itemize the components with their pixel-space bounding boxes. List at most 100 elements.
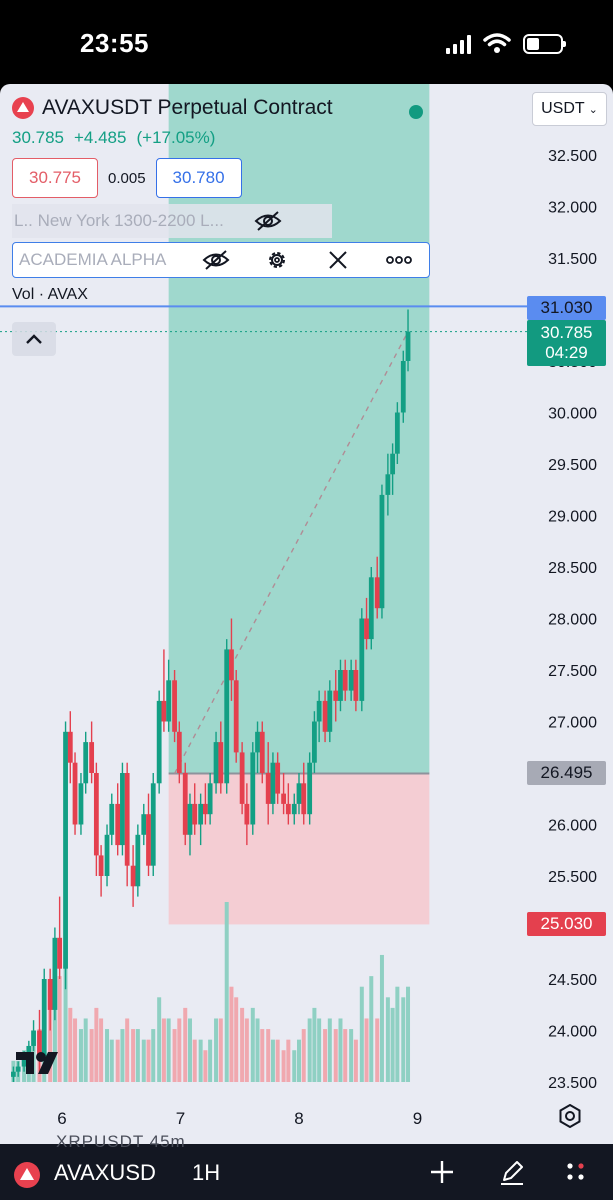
volume-bar	[375, 1018, 380, 1082]
chart-area[interactable]: 32.50032.00031.50031.00030.50030.00029.5…	[0, 84, 613, 1144]
candle-body	[26, 1045, 32, 1057]
candle	[255, 721, 260, 773]
session-indicator-label[interactable]: L.. New York 1300-2200 L...	[14, 211, 224, 230]
plus-icon	[431, 1161, 453, 1183]
bottom-toolbar: XRPUSDT 45m AVAXUSD 1H	[0, 1132, 613, 1200]
volume-bar	[286, 1039, 291, 1082]
candle	[364, 597, 369, 650]
volume-bar	[120, 1029, 125, 1082]
candle	[275, 752, 281, 804]
symbol-title[interactable]: AVAXUSDT Perpetual Contract	[42, 96, 333, 119]
entry-price-tag[interactable]: 26.495	[527, 761, 606, 785]
collapse-legend-button[interactable]	[12, 322, 56, 356]
background-watermark-text: XRPUSDT 45m	[56, 1132, 186, 1151]
candle	[316, 690, 322, 743]
candle	[368, 567, 374, 650]
volume-bar	[260, 1029, 265, 1082]
chart-legend: AVAXUSDT Perpetual Contract 30.785 +4.48…	[12, 94, 430, 304]
candle	[67, 711, 73, 784]
candle	[218, 721, 224, 794]
x-axis-tick-label: 7	[176, 1109, 185, 1128]
spread-value: 0.005	[108, 169, 146, 187]
candle-body	[364, 618, 369, 640]
more-menu-button[interactable]	[562, 1156, 594, 1188]
candle	[296, 773, 302, 815]
volume-bar	[240, 1007, 245, 1082]
position-tool-handle[interactable]	[397, 96, 435, 128]
y-axis-tick-label: 29.000	[548, 509, 597, 526]
candle-body	[327, 690, 333, 732]
chart-settings-button[interactable]	[558, 1104, 582, 1128]
horizontal-line-price: 31.030	[540, 298, 593, 317]
x-axis-band	[0, 1094, 613, 1144]
hide-indicator-button[interactable]	[186, 243, 247, 277]
candlestick-chart[interactable]: 32.50032.00031.50031.00030.50030.00029.5…	[0, 84, 613, 1144]
volume-bar	[307, 1018, 312, 1082]
eye-crossed-icon[interactable]	[254, 210, 282, 232]
add-button[interactable]	[426, 1156, 458, 1188]
candle-body	[385, 474, 391, 495]
last-price-tag-value: 30.785	[540, 323, 593, 342]
y-axis-tick-label: 26.000	[548, 818, 597, 835]
cellular-signal-icon	[446, 34, 471, 54]
indicator-more-button[interactable]	[368, 243, 429, 277]
candle-body	[374, 577, 380, 609]
candle-body	[176, 731, 182, 773]
last-price: 30.785	[12, 128, 64, 147]
candle	[11, 1066, 16, 1082]
volume-bar	[89, 1029, 94, 1082]
volume-bar	[151, 1029, 156, 1082]
candle-body	[21, 1056, 27, 1067]
volume-bar	[161, 1018, 166, 1082]
volume-bar	[83, 1018, 88, 1082]
candle	[342, 659, 348, 701]
candle	[259, 721, 265, 784]
candle-body	[41, 979, 47, 1057]
interval-button[interactable]: 1H	[192, 1160, 221, 1185]
session-indicator-row[interactable]: L.. New York 1300-2200 L...	[12, 204, 332, 238]
sell-button[interactable]: 30.775	[12, 158, 98, 198]
candle	[213, 731, 219, 794]
buy-button[interactable]: 30.780	[155, 158, 242, 198]
volume-bar	[52, 986, 57, 1082]
volume-bar	[343, 1029, 348, 1082]
indicator-settings-button[interactable]	[247, 243, 308, 277]
stop-price-tag[interactable]: 25.030	[527, 912, 606, 936]
volume-bar	[244, 1018, 249, 1082]
symbol-search-button[interactable]: AVAXUSD	[54, 1160, 156, 1185]
volume-bar	[166, 1018, 171, 1082]
indicator-name[interactable]: ACADEMIA ALPHA	[19, 250, 167, 269]
price-change-row: 30.785 +4.485 (+17.05%)	[12, 128, 430, 148]
candle	[405, 309, 411, 372]
bar-countdown: 04:29	[545, 343, 588, 362]
volume-bar	[317, 1018, 322, 1082]
candle	[285, 783, 291, 825]
candle	[41, 968, 47, 1062]
candle	[244, 783, 250, 846]
volume-indicator-label[interactable]: Vol · AVAX	[12, 286, 88, 303]
currency-select[interactable]: USDT ⌄	[532, 92, 607, 126]
indicator-toolbar[interactable]: ACADEMIA ALPHA	[12, 242, 430, 278]
symbol-title-row[interactable]: AVAXUSDT Perpetual Contract	[12, 94, 430, 122]
remove-indicator-button[interactable]	[307, 243, 368, 277]
volume-bar	[255, 1018, 260, 1082]
more-dots-icon	[567, 1163, 584, 1180]
horizontal-line-price-tag[interactable]: 31.030	[527, 296, 606, 320]
candle	[327, 680, 333, 743]
candle	[135, 824, 141, 897]
volume-bar	[125, 1018, 130, 1082]
volume-bar	[338, 1018, 343, 1082]
status-time: 23:55	[80, 28, 149, 58]
candle-body	[275, 762, 281, 794]
drawing-tools-button[interactable]	[496, 1156, 528, 1188]
volume-bar	[250, 1007, 255, 1082]
volume-bar	[177, 1018, 182, 1082]
candle-body	[78, 783, 84, 825]
volume-bar	[187, 1018, 192, 1082]
candle	[338, 659, 343, 712]
candle	[400, 350, 406, 423]
candle-body	[198, 803, 204, 825]
candle	[172, 670, 177, 743]
candle-body	[368, 577, 374, 640]
